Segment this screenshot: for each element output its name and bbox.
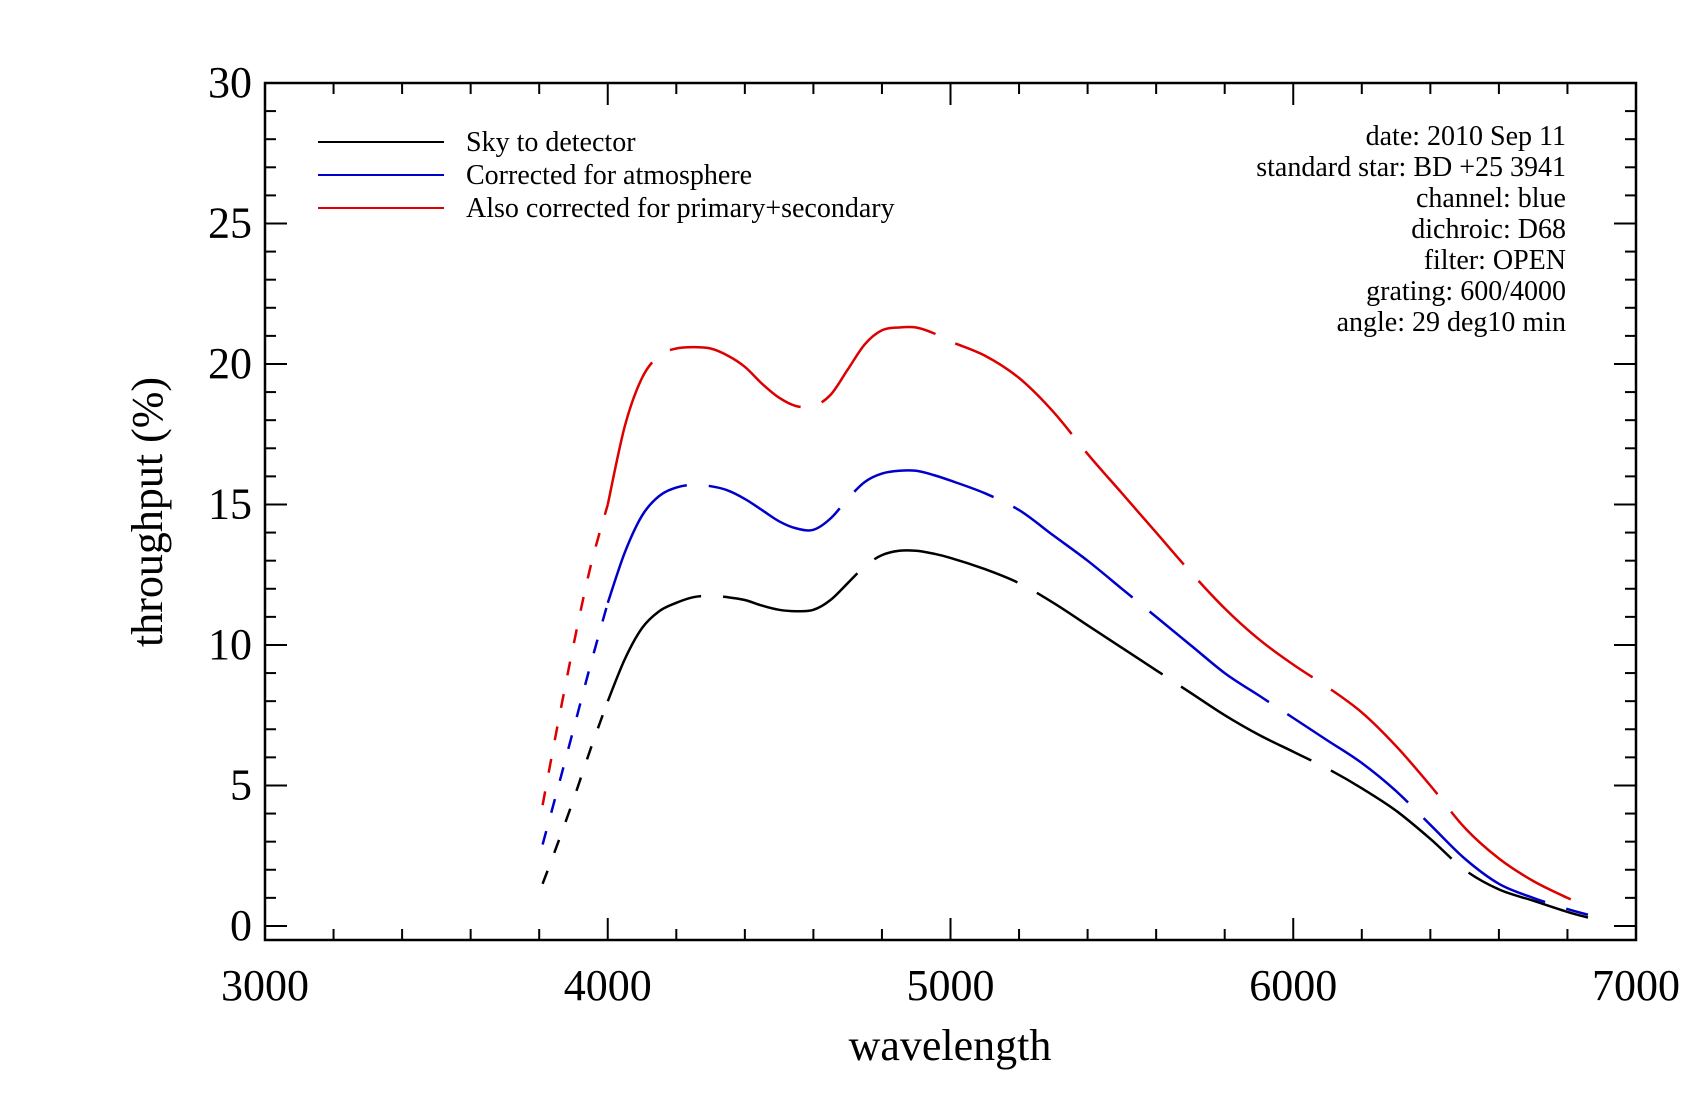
- x-tick-label: 6000: [1249, 961, 1337, 1010]
- legend: Sky to detector Corrected for atmosphere…: [318, 127, 895, 224]
- plot-frame: [263, 81, 1638, 942]
- y-axis-title: throughput (%): [123, 377, 172, 647]
- x-tick-label: 4000: [564, 961, 652, 1010]
- info-grating: grating: 600/4000: [1366, 276, 1566, 307]
- info-dichroic: dichroic: D68: [1411, 214, 1566, 245]
- y-tick-label: 30: [208, 58, 252, 107]
- y-tick-label: 5: [230, 760, 252, 809]
- series-line-corrected-for-atmosphere: [606, 469, 1589, 916]
- info-angle: angle: 29 deg10 min: [1337, 307, 1566, 338]
- observation-info: date: 2010 Sep 11 standard star: BD +25 …: [1256, 121, 1566, 338]
- info-standard-star: standard star: BD +25 3941: [1256, 152, 1566, 183]
- y-tick-label: 0: [230, 901, 252, 950]
- y-tick-label: 10: [208, 620, 252, 669]
- info-channel: channel: blue: [1416, 183, 1566, 214]
- x-tick-label: 7000: [1592, 961, 1680, 1010]
- ticks-layer: [264, 82, 1637, 940]
- y-tick-label: 15: [208, 479, 252, 528]
- y-tick-label: 20: [208, 339, 252, 388]
- x-tick-label: 5000: [907, 961, 995, 1010]
- series-line-corrected-for-atmosphere-short: [541, 602, 610, 845]
- tick-labels-layer: 3000 4000 5000 6000 7000 0 5 10 15 20 25 30: [208, 58, 1680, 1010]
- series-line-corrected-primary-secondary-short: [541, 504, 610, 806]
- legend-label-atmosphere: Corrected for atmosphere: [466, 160, 752, 191]
- series-line-corrected-primary-secondary: [606, 325, 1589, 908]
- series-layer: [541, 325, 1589, 919]
- x-axis-title: wavelength: [849, 1021, 1052, 1070]
- info-filter: filter: OPEN: [1424, 245, 1566, 276]
- x-tick-label: 3000: [221, 961, 309, 1010]
- info-date: date: 2010 Sep 11: [1366, 121, 1566, 152]
- y-tick-label: 25: [208, 198, 252, 247]
- series-line-sky-to-detector: [606, 549, 1589, 919]
- legend-label-primary-secondary: Also corrected for primary+secondary: [466, 193, 895, 224]
- legend-label-sky: Sky to detector: [466, 127, 636, 158]
